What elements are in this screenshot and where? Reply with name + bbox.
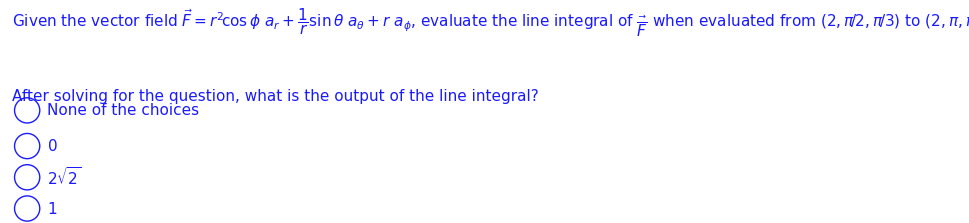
- Text: $2\sqrt{2}$: $2\sqrt{2}$: [47, 166, 81, 188]
- Text: After solving for the question, what is the output of the line integral?: After solving for the question, what is …: [12, 89, 538, 104]
- Text: None of the choices: None of the choices: [47, 103, 199, 118]
- Text: $1$: $1$: [47, 200, 57, 217]
- Text: $0$: $0$: [47, 138, 57, 154]
- Text: Given the vector field $\vec{F}=r^{2}\!\cos\phi\ a_r+\dfrac{1}{r}\sin\theta\ a_\: Given the vector field $\vec{F}=r^{2}\!\…: [12, 7, 969, 39]
